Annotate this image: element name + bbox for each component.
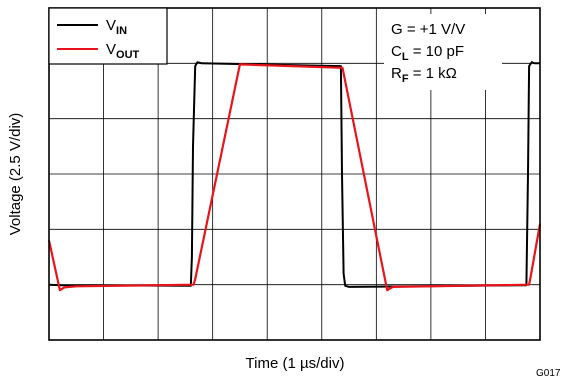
x-axis-label: Time (1 µs/div) — [246, 355, 345, 372]
figure-id: G017 — [536, 368, 561, 379]
series-line-vout — [47, 63, 542, 292]
annotation-feedback-resistor: RF = 1 kΩ — [391, 65, 457, 85]
legend-label-vin: VIN — [106, 17, 127, 37]
legend-subscript-vin: IN — [116, 25, 127, 37]
annotation-gain: G = +1 V/V — [391, 21, 465, 38]
annotation-load-capacitance: CL = 10 pF — [391, 43, 464, 63]
legend: VIN VOUT — [48, 7, 168, 65]
annotation-box: G = +1 V/V CL = 10 pF RF = 1 kΩ — [384, 14, 502, 90]
series-line-vin — [48, 61, 540, 288]
legend-label-vout: VOUT — [106, 41, 140, 61]
series-layer — [47, 61, 542, 292]
plot-frame — [48, 7, 541, 341]
legend-subscript-vout: OUT — [116, 49, 140, 61]
y-axis-label: Voltage (2.5 V/div) — [7, 113, 24, 236]
